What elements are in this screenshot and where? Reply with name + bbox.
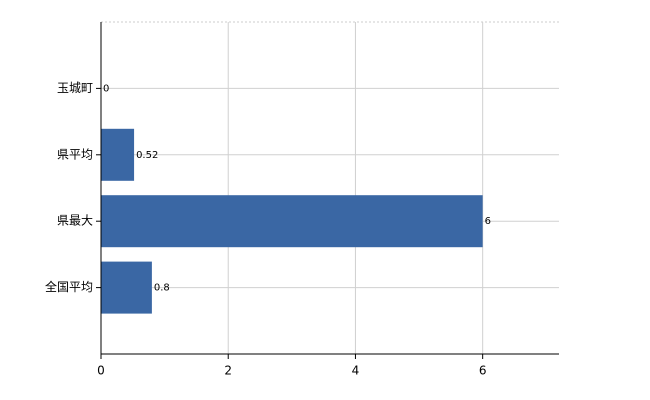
value-label: 0.8 — [154, 283, 170, 294]
y-tick-label: 県最大 — [57, 214, 93, 228]
bar — [101, 128, 135, 181]
value-label: 0 — [103, 83, 109, 94]
bar — [101, 195, 483, 248]
x-tick-label: 2 — [224, 364, 232, 378]
y-tick-label: 県平均 — [57, 147, 93, 161]
value-label: 6 — [485, 216, 491, 227]
bar — [101, 261, 152, 314]
x-tick-label: 4 — [352, 364, 360, 378]
y-tick-label: 玉城町 — [57, 81, 93, 95]
y-tick-label: 全国平均 — [45, 279, 93, 294]
x-tick-label: 6 — [479, 364, 487, 378]
x-tick-label: 0 — [97, 364, 105, 378]
value-label: 0.52 — [136, 150, 158, 161]
